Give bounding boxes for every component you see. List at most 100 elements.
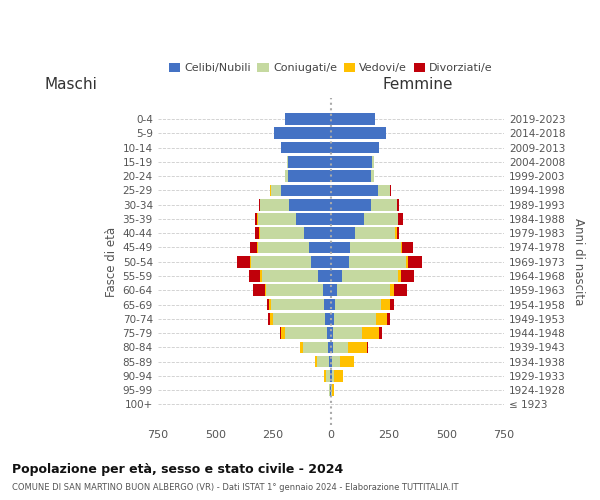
Text: Popolazione per età, sesso e stato civile - 2024: Popolazione per età, sesso e stato civil… — [12, 462, 343, 475]
Bar — [326, 327, 331, 339]
Bar — [258, 213, 296, 225]
Bar — [331, 313, 334, 324]
Text: Femmine: Femmine — [382, 77, 452, 92]
Legend: Celibi/Nubili, Coniugati/e, Vedovi/e, Divorziati/e: Celibi/Nubili, Coniugati/e, Vedovi/e, Di… — [164, 58, 497, 78]
Bar — [388, 313, 390, 324]
Bar — [289, 199, 331, 210]
Bar — [259, 228, 260, 239]
Bar — [378, 184, 389, 196]
Bar — [397, 199, 399, 210]
Bar — [325, 370, 326, 382]
Bar — [331, 142, 379, 154]
Bar — [379, 327, 382, 339]
Bar — [397, 228, 400, 239]
Bar — [343, 270, 398, 282]
Bar — [349, 256, 406, 268]
Y-axis label: Fasce di età: Fasce di età — [106, 226, 118, 297]
Bar — [271, 184, 281, 196]
Bar — [323, 284, 331, 296]
Bar — [332, 370, 334, 382]
Bar — [331, 270, 343, 282]
Bar — [389, 284, 394, 296]
Bar — [267, 298, 269, 310]
Bar — [259, 199, 260, 210]
Bar — [315, 356, 317, 368]
Bar — [334, 313, 376, 324]
Bar — [281, 327, 285, 339]
Bar — [269, 298, 271, 310]
Bar — [347, 342, 367, 353]
Bar — [350, 242, 401, 254]
Text: COMUNE DI SAN MARTINO BUON ALBERGO (VR) - Dati ISTAT 1° gennaio 2024 - Elaborazi: COMUNE DI SAN MARTINO BUON ALBERGO (VR) … — [12, 482, 458, 492]
Bar — [334, 370, 343, 382]
Bar — [251, 256, 311, 268]
Bar — [311, 256, 331, 268]
Bar — [296, 213, 331, 225]
Bar — [266, 284, 323, 296]
Bar — [390, 184, 391, 196]
Bar — [331, 128, 386, 139]
Bar — [331, 242, 350, 254]
Bar — [331, 256, 349, 268]
Bar — [331, 113, 374, 125]
Bar — [331, 370, 332, 382]
Bar — [331, 228, 355, 239]
Y-axis label: Anni di nascita: Anni di nascita — [572, 218, 585, 306]
Bar — [255, 228, 259, 239]
Bar — [309, 242, 331, 254]
Bar — [271, 298, 325, 310]
Bar — [302, 342, 328, 353]
Bar — [337, 284, 389, 296]
Bar — [285, 327, 326, 339]
Bar — [325, 298, 331, 310]
Bar — [300, 342, 302, 353]
Bar — [326, 370, 329, 382]
Bar — [328, 342, 331, 353]
Bar — [407, 256, 422, 268]
Bar — [238, 256, 250, 268]
Bar — [355, 228, 395, 239]
Bar — [274, 128, 331, 139]
Bar — [371, 199, 397, 210]
Bar — [281, 142, 331, 154]
Bar — [273, 313, 325, 324]
Bar — [381, 298, 390, 310]
Bar — [395, 228, 397, 239]
Bar — [331, 170, 371, 182]
Bar — [268, 313, 269, 324]
Bar — [331, 284, 337, 296]
Bar — [364, 213, 398, 225]
Bar — [325, 313, 331, 324]
Bar — [329, 356, 331, 368]
Bar — [284, 113, 331, 125]
Bar — [331, 342, 332, 353]
Bar — [340, 356, 354, 368]
Bar — [262, 270, 318, 282]
Bar — [250, 242, 257, 254]
Bar — [335, 298, 381, 310]
Bar — [281, 184, 331, 196]
Bar — [253, 284, 265, 296]
Bar — [249, 270, 260, 282]
Bar — [401, 270, 415, 282]
Bar — [371, 170, 374, 182]
Bar — [332, 356, 340, 368]
Bar — [331, 184, 378, 196]
Bar — [331, 327, 333, 339]
Bar — [332, 342, 347, 353]
Bar — [331, 384, 332, 396]
Bar — [398, 213, 403, 225]
Bar — [403, 242, 413, 254]
Bar — [331, 356, 332, 368]
Bar — [367, 342, 368, 353]
Bar — [376, 313, 388, 324]
Bar — [398, 270, 401, 282]
Bar — [269, 313, 273, 324]
Bar — [288, 170, 331, 182]
Bar — [331, 199, 371, 210]
Bar — [331, 156, 373, 168]
Bar — [280, 327, 281, 339]
Bar — [257, 242, 258, 254]
Bar — [288, 156, 331, 168]
Bar — [287, 156, 288, 168]
